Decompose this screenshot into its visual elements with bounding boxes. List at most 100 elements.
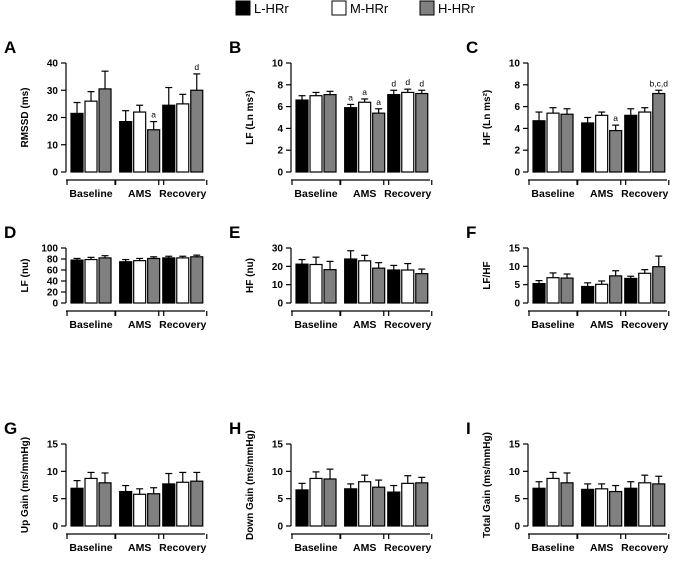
y-axis-label: HF (nu) (245, 258, 256, 293)
bar-m-hrr-recovery (176, 257, 190, 304)
bar-l-hrr-ams (119, 120, 133, 173)
x-category-label: Baseline (69, 319, 112, 331)
bar-h-hrr-baseline (560, 113, 574, 173)
x-category-label: AMS (353, 542, 376, 554)
y-tick-label: 15 (272, 440, 284, 451)
bar-h-hrr-baseline (323, 478, 337, 527)
bar-m-hrr-baseline (84, 477, 98, 527)
y-tick-label: 0 (52, 168, 58, 179)
y-axis-label: RMSSD (ms) (20, 87, 31, 147)
x-category-label: Baseline (69, 542, 112, 554)
y-tick-label: 0 (277, 299, 283, 310)
bar-l-hrr-baseline (532, 120, 546, 173)
bar-m-hrr-recovery (638, 272, 652, 304)
bar-h-hrr-ams (147, 257, 161, 304)
y-tick-label: 10 (47, 140, 59, 151)
bar-l-hrr-recovery (624, 487, 638, 527)
bar-h-hrr-baseline (560, 482, 574, 527)
bar-m-hrr-ams (133, 493, 147, 527)
panel-h: H Down Gain (ms/mmHg) 0 5 10 15 Baseline AMS Rec… (229, 419, 433, 554)
y-tick-label: 0 (514, 168, 520, 179)
bar-m-hrr-recovery (176, 481, 190, 527)
bar-h-hrr-ams (147, 493, 161, 527)
x-category-label: Baseline (531, 319, 574, 331)
x-category-label: AMS (128, 319, 151, 331)
y-tick-label: 10 (509, 59, 521, 70)
x-category-label: Recovery (159, 542, 206, 554)
significance-annotation: a (362, 87, 367, 97)
bar-l-hrr-baseline (295, 489, 309, 527)
y-tick-label: 15 (509, 440, 521, 451)
bar-m-hrr-baseline (546, 277, 560, 304)
legend-swatch-h-hrr (419, 0, 435, 16)
bar-l-hrr-recovery (387, 269, 401, 304)
x-category-label: Recovery (159, 188, 206, 200)
x-category-label: Recovery (621, 542, 668, 554)
bar-l-hrr-ams (344, 488, 358, 527)
bar-h-hrr-baseline (560, 277, 574, 304)
panel-letter: I (466, 419, 471, 438)
bar-m-hrr-ams (595, 283, 609, 304)
bar-l-hrr-recovery (162, 104, 176, 173)
y-axis-label: LF (nu) (20, 259, 31, 293)
bar-h-hrr-baseline (98, 482, 112, 527)
y-tick-label: 5 (514, 280, 520, 291)
bar-m-hrr-baseline (309, 477, 323, 527)
y-tick-label: 0 (514, 522, 520, 533)
legend-label-h-hrr: H-HRr (438, 1, 475, 16)
y-tick-label: 0 (52, 522, 58, 533)
bar-m-hrr-recovery (401, 269, 415, 304)
x-category-label: AMS (353, 319, 376, 331)
bar-m-hrr-baseline (84, 258, 98, 304)
x-category-label: Baseline (69, 188, 112, 200)
y-axis-label: Total Gain (ms/mmHg) (482, 432, 493, 538)
x-category-label: AMS (353, 188, 376, 200)
bar-h-hrr-ams (372, 112, 386, 173)
bar-m-hrr-recovery (638, 482, 652, 527)
y-tick-label: 30 (47, 86, 59, 97)
bar-m-hrr-recovery (176, 103, 190, 173)
significance-annotation: d (419, 78, 424, 88)
bar-m-hrr-recovery (638, 111, 652, 173)
bar-l-hrr-recovery (162, 483, 176, 527)
x-category-label: Baseline (531, 542, 574, 554)
y-tick-label: 0 (277, 168, 283, 179)
panel-f: F LF/HF 0 5 10 15 Baseline AMS Recovery (466, 223, 670, 331)
bar-m-hrr-baseline (309, 95, 323, 173)
y-tick-label: 40 (47, 59, 59, 70)
bar-h-hrr-baseline (323, 269, 337, 304)
bar-l-hrr-baseline (295, 263, 309, 304)
y-tick-label: 5 (277, 494, 283, 505)
legend-label-m-hrr: M-HRr (350, 1, 389, 16)
bar-h-hrr-recovery (415, 482, 429, 527)
bar-m-hrr-recovery (401, 91, 415, 173)
y-tick-label: 8 (277, 80, 283, 91)
y-axis-label: LF (Ln ms²) (245, 90, 256, 144)
y-tick-label: 60 (47, 266, 59, 277)
bar-l-hrr-baseline (532, 282, 546, 304)
y-tick-label: 2 (514, 146, 520, 157)
bar-h-hrr-recovery (190, 480, 204, 527)
significance-annotation: d (405, 77, 410, 87)
y-axis-label: Up Gain (ms/mmHg) (20, 437, 31, 533)
significance-annotation: d (194, 62, 199, 72)
y-tick-label: 10 (509, 262, 521, 273)
panel-letter: A (4, 38, 16, 57)
y-tick-label: 10 (272, 59, 284, 70)
bar-h-hrr-ams (609, 490, 623, 527)
legend: L-HRr M-HRr H-HRr (235, 0, 475, 16)
x-category-label: Recovery (621, 319, 668, 331)
y-tick-label: 4 (277, 124, 283, 135)
y-tick-label: 4 (514, 124, 520, 135)
panel-c: C HF (Ln ms²) 0 2 4 6 8 10 Baseline AMS Recovery a b… (466, 38, 670, 200)
bar-h-hrr-ams (147, 129, 161, 173)
x-category-label: AMS (590, 542, 613, 554)
bar-m-hrr-ams (358, 101, 372, 173)
x-category-label: Recovery (384, 542, 431, 554)
bar-l-hrr-baseline (532, 487, 546, 527)
bar-h-hrr-recovery (652, 266, 666, 304)
bar-h-hrr-recovery (652, 483, 666, 527)
x-category-label: Baseline (294, 188, 337, 200)
